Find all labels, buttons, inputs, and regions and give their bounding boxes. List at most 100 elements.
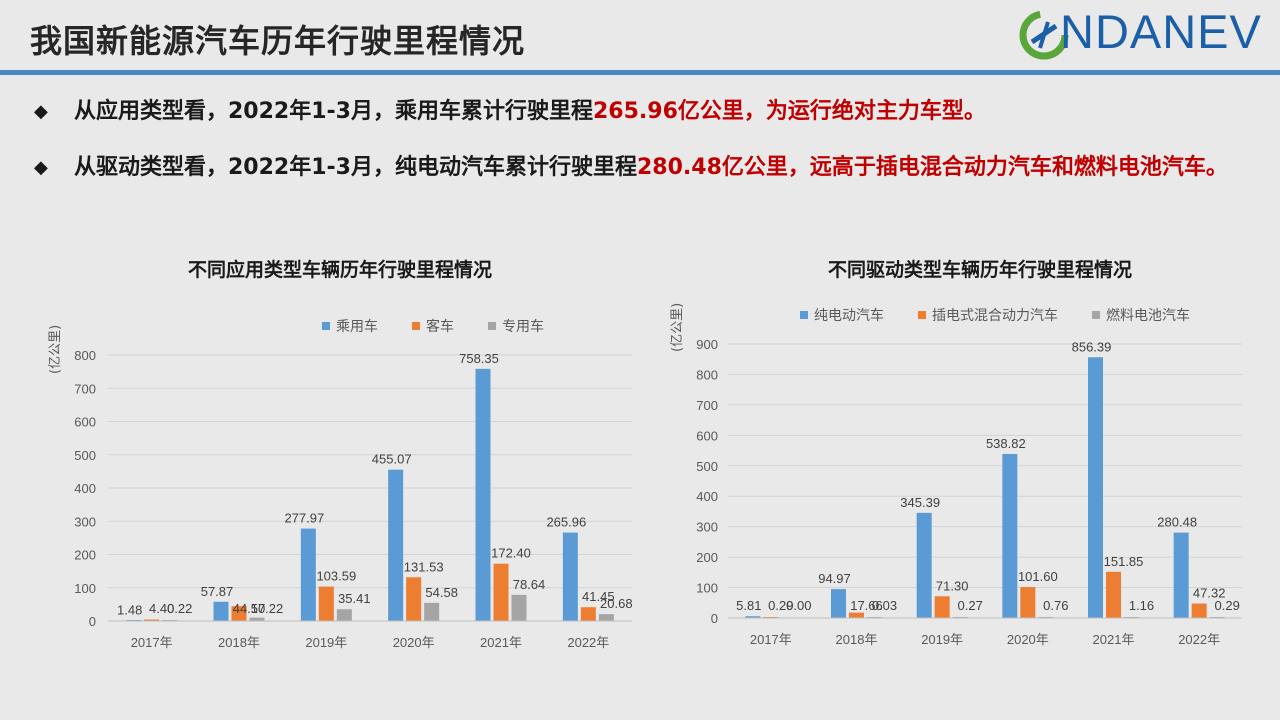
data-label: 44.57 — [233, 601, 266, 616]
title-divider — [0, 70, 1280, 75]
x-tick-label: 2019年 — [305, 635, 347, 650]
bullet-text-highlight: 280.48亿公里，远高于插电混合动力汽车和燃料电池汽车。 — [636, 155, 1228, 180]
data-label: 71.30 — [936, 578, 969, 593]
bar-tertiary — [511, 594, 527, 621]
data-label: 54.58 — [425, 585, 458, 600]
legend-label: 专用车 — [502, 319, 544, 335]
data-label: 151.85 — [1104, 554, 1144, 569]
data-label: 0.00 — [786, 598, 811, 613]
legend-item: 插电式混合动力汽车 — [918, 305, 1058, 325]
x-tick-label: 2020年 — [1007, 632, 1049, 647]
legend-label: 客车 — [426, 319, 454, 335]
diamond-bullet-icon: ◆ — [34, 157, 48, 178]
data-label: 4.40 — [149, 601, 174, 616]
legend-label: 纯电动汽车 — [814, 308, 884, 324]
data-label: 103.59 — [316, 569, 356, 584]
x-tick-label: 2022年 — [567, 635, 609, 650]
legend-item: 专用车 — [488, 316, 544, 336]
bar-primary — [1088, 357, 1103, 618]
legend-item: 客车 — [412, 316, 454, 336]
legend-label: 插电式混合动力汽车 — [932, 308, 1058, 324]
diamond-bullet-icon: ◆ — [34, 101, 48, 122]
data-label: 41.45 — [582, 589, 615, 604]
bar-secondary — [934, 596, 950, 618]
bar-primary — [300, 528, 316, 621]
bar-secondary — [406, 577, 422, 621]
legend-swatch — [800, 311, 808, 319]
data-label: 538.82 — [986, 436, 1026, 451]
bullet-text-plain: 从应用类型看，2022年1-3月，乘用车累计行驶里程 — [74, 99, 593, 124]
page-title: 我国新能源汽车历年行驶里程情况 — [30, 22, 526, 60]
y-tick-label: 100 — [74, 581, 96, 596]
legend-label: 乘用车 — [336, 319, 378, 335]
data-label: 47.32 — [1193, 586, 1226, 601]
bar-tertiary — [598, 614, 614, 621]
y-tick-label: 800 — [74, 348, 96, 363]
bar-primary — [562, 532, 578, 621]
x-tick-label: 2018年 — [836, 632, 878, 647]
bar-secondary — [493, 563, 509, 621]
y-tick-label: 200 — [74, 548, 96, 563]
x-tick-label: 2022年 — [1178, 632, 1220, 647]
data-label: 0.76 — [1043, 598, 1068, 613]
legend-swatch — [918, 311, 926, 319]
x-tick-label: 2020年 — [393, 635, 435, 650]
x-tick-label: 2021年 — [1093, 632, 1135, 647]
data-label: 20.68 — [600, 596, 633, 611]
y-tick-label: 100 — [696, 581, 718, 596]
data-label: 17.66 — [850, 598, 883, 613]
legend-swatch — [488, 322, 496, 330]
bar-secondary — [1191, 603, 1207, 618]
bar-secondary — [1020, 587, 1036, 618]
bullet-text-highlight: 265.96亿公里，为运行绝对主力车型。 — [592, 99, 986, 124]
data-label: 758.35 — [459, 351, 499, 366]
chart1-legend: 乘用车 客车 专用车 — [322, 316, 578, 336]
y-tick-label: 0 — [89, 614, 96, 629]
bar-tertiary — [424, 602, 440, 621]
bullet-text-plain: 从驱动类型看，2022年1-3月，纯电动汽车累计行驶里程 — [74, 155, 637, 180]
y-tick-label: 600 — [696, 428, 718, 443]
bar-primary — [1002, 453, 1018, 618]
data-label: 856.39 — [1072, 339, 1112, 354]
data-label: 131.53 — [404, 559, 444, 574]
legend-swatch — [1092, 311, 1100, 319]
data-label: 345.39 — [900, 495, 940, 510]
chart2-legend: 纯电动汽车 插电式混合动力汽车 燃料电池汽车 — [800, 305, 1224, 325]
y-tick-label: 500 — [74, 448, 96, 463]
y-tick-label: 600 — [74, 415, 96, 430]
data-label: 101.60 — [1018, 569, 1058, 584]
bar-secondary — [144, 619, 160, 621]
data-label: 0.29 — [768, 598, 793, 613]
y-tick-label: 500 — [696, 459, 718, 474]
data-label: 35.41 — [338, 591, 371, 606]
data-label: 265.96 — [546, 515, 586, 530]
bar-primary — [745, 616, 761, 618]
data-label: 0.29 — [1215, 598, 1240, 613]
bar-primary — [916, 512, 932, 618]
data-label: 455.07 — [372, 452, 412, 467]
bullet-text: 从应用类型看，2022年1-3月，乘用车累计行驶里程265.96亿公里，为运行绝… — [74, 86, 1264, 138]
data-label: 0.27 — [958, 598, 983, 613]
bar-primary — [388, 469, 404, 621]
y-tick-label: 200 — [696, 550, 718, 565]
data-label: 0.22 — [167, 601, 192, 616]
bar-secondary — [231, 606, 247, 621]
legend-item: 燃料电池汽车 — [1092, 305, 1190, 325]
bar-secondary — [1106, 571, 1121, 618]
data-label: 1.48 — [117, 603, 142, 618]
y-tick-label: 400 — [696, 489, 718, 504]
bar-tertiary — [249, 617, 265, 621]
bullet-text: 从驱动类型看，2022年1-3月，纯电动汽车累计行驶里程280.48亿公里，远高… — [74, 142, 1264, 194]
legend-swatch — [412, 322, 420, 330]
bar-primary — [475, 368, 491, 621]
data-label: 277.97 — [284, 511, 324, 526]
logo-text: NDANEV — [1060, 5, 1262, 58]
bar-secondary — [849, 612, 864, 618]
bar-primary — [213, 601, 229, 621]
x-tick-label: 2017年 — [750, 632, 792, 647]
y-tick-label: 700 — [74, 381, 96, 396]
data-label: 280.48 — [1157, 515, 1197, 530]
bar-secondary — [580, 607, 596, 621]
